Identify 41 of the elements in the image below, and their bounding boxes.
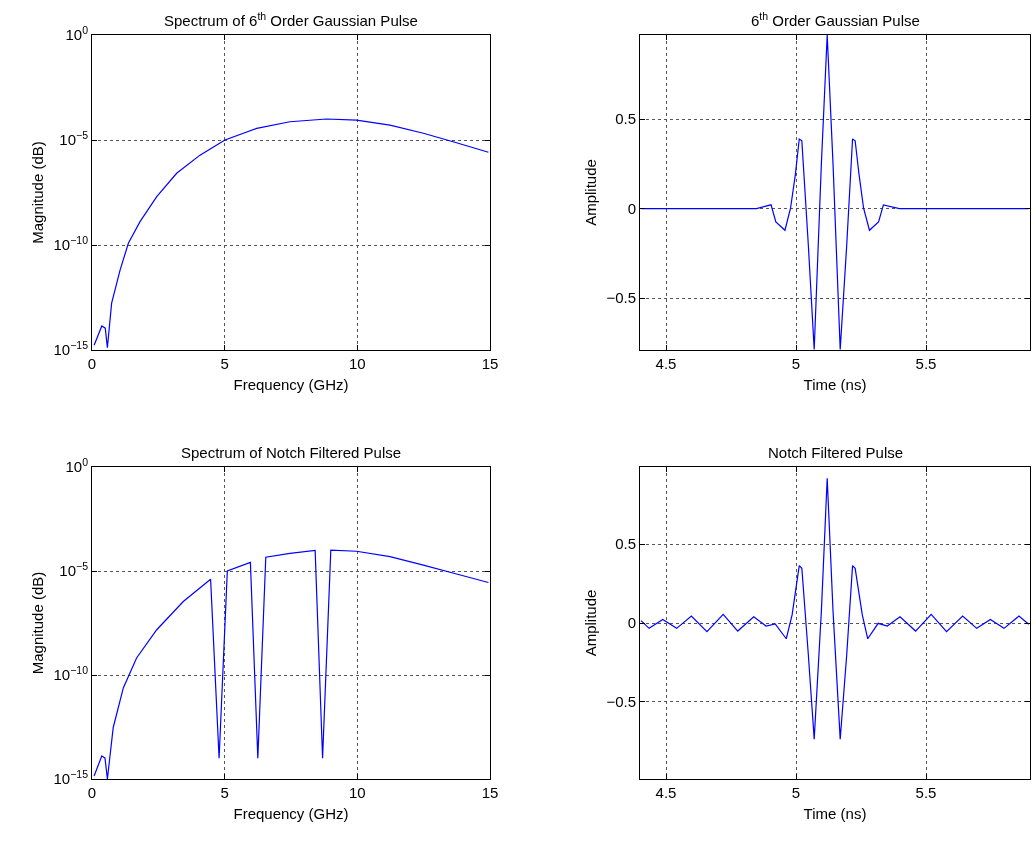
- line-series: [640, 35, 1030, 350]
- line-series: [93, 118, 490, 349]
- x-tick-label: 4.5: [655, 784, 677, 801]
- chart-title: Spectrum of Notch Filtered Pulse: [181, 444, 402, 461]
- chart-title: Spectrum of 6$^{th}$ Order Gaussian Pulse: [164, 10, 418, 30]
- x-tick-label: 5: [220, 784, 229, 801]
- x-tick-label: 5.5: [915, 355, 937, 372]
- x-tick-label: 4.5: [655, 355, 677, 372]
- y-tick-label: 10$^{−10}$: [53, 233, 89, 254]
- chart-title: Notch Filtered Pulse: [768, 444, 904, 461]
- x-axis-title: Frequency (GHz): [233, 805, 349, 822]
- y-tick-label: −0.5: [606, 289, 636, 307]
- x-tick-label: 5: [220, 355, 229, 372]
- chart-title: 6$^{th}$ Order Gaussian Pulse: [751, 10, 920, 30]
- y-tick-label: 0: [627, 199, 636, 217]
- x-axis-title: Time (ns): [803, 376, 867, 393]
- y-tick-label: 0: [627, 614, 636, 632]
- y-axis-title: Amplitude: [581, 589, 599, 657]
- y-tick-label: 10$^{−5}$: [59, 128, 89, 149]
- y-tick-label: 10$^{0}$: [65, 23, 89, 44]
- y-axis-title: Magnitude (dB): [28, 141, 46, 244]
- x-tick-label: 10: [348, 784, 366, 801]
- y-tick-label: 10$^{−10}$: [53, 663, 89, 684]
- x-tick-label: 15: [481, 784, 499, 801]
- line-series: [93, 549, 490, 779]
- y-tick-label: −0.5: [606, 693, 636, 711]
- x-axis-title: Frequency (GHz): [233, 376, 349, 393]
- x-tick-label: 5: [791, 784, 801, 801]
- x-tick-label: 10: [348, 355, 366, 372]
- x-tick-label: 5: [791, 355, 801, 372]
- y-tick-label: 0.5: [615, 110, 636, 128]
- y-tick-label: 0.5: [615, 535, 636, 553]
- y-axis-title: Magnitude (dB): [28, 571, 46, 675]
- y-tick-label: 10$^{−5}$: [59, 559, 89, 580]
- x-axis-title: Time (ns): [803, 805, 867, 822]
- y-axis-title: Amplitude: [581, 159, 599, 226]
- y-tick-label: 10$^{−15}$: [53, 338, 89, 359]
- x-tick-label: 15: [481, 355, 499, 372]
- y-tick-label: 10$^{−15}$: [53, 767, 89, 788]
- y-tick-label: 10$^{0}$: [65, 455, 89, 476]
- x-tick-label: 5.5: [915, 784, 937, 801]
